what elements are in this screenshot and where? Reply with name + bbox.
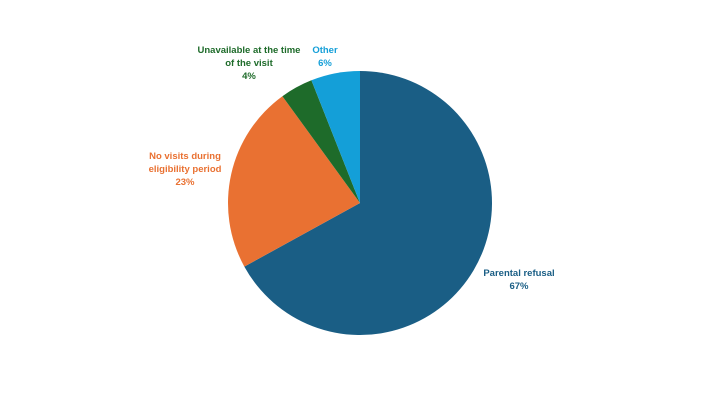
- label-value: 4%: [242, 71, 256, 82]
- pie-slice: [228, 96, 360, 267]
- label-name: Parental refusal: [483, 268, 555, 279]
- slice-label: Unavailable at the time of the visit 4%: [194, 44, 304, 83]
- pie-slice: [282, 80, 360, 203]
- label-value: 67%: [509, 281, 529, 292]
- slice-label: Other 6%: [295, 44, 355, 70]
- pie-slice: [244, 71, 493, 335]
- slice-label: Parental refusal 67%: [464, 267, 574, 293]
- label-name: Other: [312, 45, 338, 56]
- label-name: No visits during eligibility period: [148, 151, 222, 175]
- label-value: 23%: [175, 177, 195, 188]
- label-name: Unavailable at the time of the visit: [197, 45, 301, 69]
- pie-slice: [311, 71, 360, 203]
- label-value: 6%: [318, 58, 332, 69]
- slice-label: No visits during eligibility period 23%: [130, 150, 240, 189]
